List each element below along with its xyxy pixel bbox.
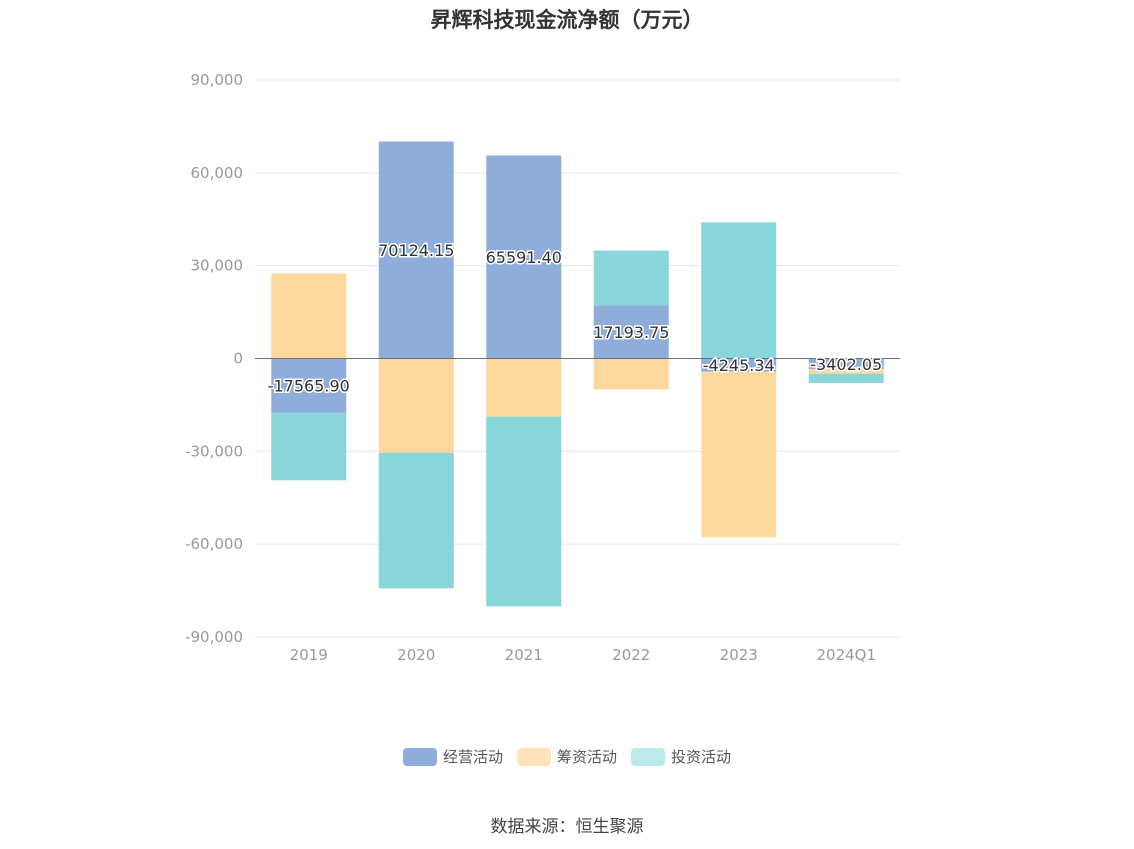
data-label: 65591.40	[486, 248, 562, 267]
bar[interactable]	[271, 273, 347, 359]
data-label: 17193.75	[593, 323, 669, 342]
bar[interactable]	[271, 412, 347, 481]
legend-swatch	[516, 747, 551, 766]
y-tick-label: 90,000	[191, 71, 244, 89]
x-tick-label: 2022	[612, 646, 650, 664]
legend-label: 筹资活动	[556, 748, 617, 766]
data-label: -4245.34	[703, 356, 775, 375]
legend-swatch	[631, 747, 665, 766]
data-label: -17565.90	[268, 377, 350, 396]
bar[interactable]	[593, 250, 669, 306]
bar[interactable]	[378, 141, 454, 359]
bar[interactable]	[808, 369, 884, 374]
bar[interactable]	[378, 452, 454, 589]
bar[interactable]	[378, 358, 454, 453]
source-note: 数据来源：恒生聚源	[490, 817, 644, 837]
chart-title: 昇辉科技现金流净额（万元）	[430, 8, 704, 32]
bar[interactable]	[701, 222, 777, 359]
data-label: 70124.15	[378, 241, 454, 260]
legend-label: 投资活动	[671, 748, 732, 766]
x-tick-label: 2021	[505, 646, 543, 664]
bar[interactable]	[808, 358, 884, 370]
x-tick-label: 2019	[290, 646, 328, 664]
legend-item[interactable]: 经营活动	[402, 746, 503, 767]
bar[interactable]	[808, 373, 884, 383]
bar[interactable]	[486, 416, 562, 607]
bar[interactable]	[486, 155, 562, 359]
data-label: -3402.05	[810, 355, 882, 374]
chart-plot: 90,000 60,000 30,000 0 -30,000 -60,000 -90,000…	[185, 71, 900, 664]
legend: 经营活动 筹资活动 投资活动	[0, 746, 1134, 767]
x-tick-label: 2024Q1	[816, 646, 876, 664]
data-label-layer: -17565.90 70124.15 65591.40 17193.75 -4245.3…	[266, 240, 884, 398]
tick-layer: 90,000 60,000 30,000 0 -30,000 -60,000 -90,000…	[185, 71, 876, 664]
y-tick-label: 60,000	[191, 164, 244, 182]
legend-item[interactable]: 投资活动	[631, 746, 731, 767]
bar-layer	[271, 141, 884, 607]
bar[interactable]	[701, 371, 777, 538]
y-tick-label: 0	[233, 350, 243, 368]
legend-item[interactable]: 筹资活动	[516, 746, 617, 767]
legend-swatch	[402, 747, 437, 766]
bar[interactable]	[593, 305, 669, 359]
bar[interactable]	[271, 358, 347, 413]
bar[interactable]	[701, 358, 777, 372]
legend-label: 经营活动	[442, 748, 503, 766]
x-tick-label: 2020	[397, 646, 435, 664]
grid-layer	[255, 79, 900, 638]
bar[interactable]	[486, 358, 562, 417]
y-tick-label: -60,000	[185, 535, 243, 553]
y-tick-label: -90,000	[185, 628, 243, 646]
bar[interactable]	[593, 358, 669, 390]
x-tick-label: 2023	[720, 646, 758, 664]
y-tick-label: 30,000	[191, 257, 244, 275]
y-tick-label: -30,000	[185, 442, 243, 460]
